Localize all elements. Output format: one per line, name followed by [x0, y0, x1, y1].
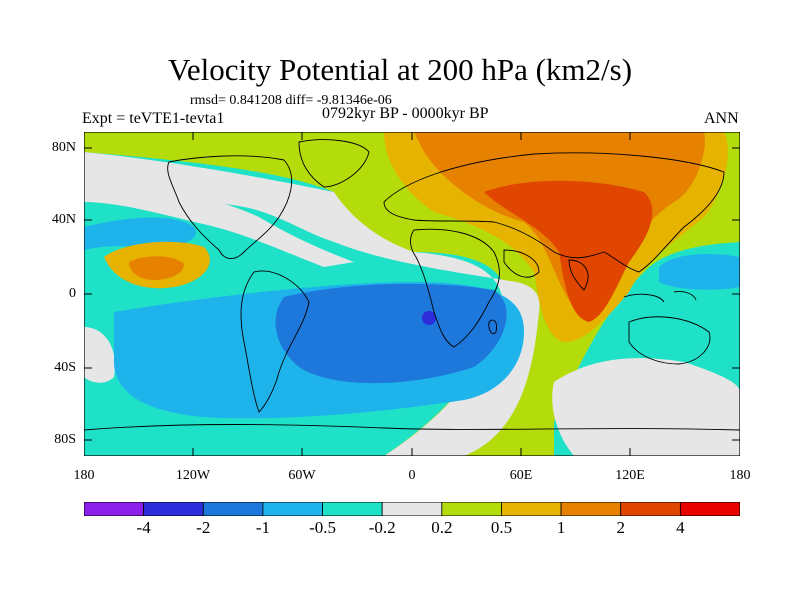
- colorbar-label: 0.5: [490, 518, 513, 537]
- field-band-lightblue: [659, 254, 740, 290]
- period-label: 0792kyr BP - 0000kyr BP: [322, 105, 489, 122]
- lon-label: 60E: [509, 468, 533, 483]
- coastlines: [84, 139, 740, 431]
- field-band-darkorange: [484, 180, 653, 322]
- colorbar-label: -0.2: [368, 518, 396, 537]
- colorbar-label: -0.5: [309, 518, 336, 537]
- stats-text: rmsd= 0.841208 diff= -9.81346e-06: [190, 93, 392, 108]
- field-minimum: [422, 311, 436, 325]
- colorbar-label: 0.2: [431, 518, 453, 537]
- colorbar-cell: [143, 502, 204, 516]
- field-band-neutral: [552, 358, 740, 456]
- colorbar: [84, 502, 740, 516]
- lon-label: 180: [729, 468, 751, 483]
- lon-label: 120E: [615, 468, 645, 483]
- field-band-neutral: [84, 172, 354, 267]
- colorbar-label: 2: [616, 518, 625, 537]
- lon-label: 180: [73, 468, 95, 483]
- colorbar-cell: [441, 502, 502, 516]
- plot-title: Velocity Potential at 200 hPa (km2/s): [167, 52, 633, 87]
- colorbar-cell: [202, 502, 264, 516]
- lat-label: 80N: [51, 140, 76, 155]
- contour-map: [84, 132, 740, 456]
- lat-label: 40S: [54, 360, 76, 375]
- lat-label: 80S: [54, 432, 76, 447]
- lat-label: 0: [69, 286, 76, 301]
- colorbar-label: -4: [136, 518, 151, 537]
- field-band-orange: [129, 256, 184, 280]
- colorbar-cell: [262, 502, 323, 516]
- colorbar-cell: [560, 502, 622, 516]
- lon-label: 120W: [175, 468, 211, 483]
- field-band-neutral: [84, 327, 115, 383]
- lat-label: 40N: [51, 212, 76, 227]
- colorbar-cell: [381, 502, 443, 516]
- colorbar-cell: [679, 502, 740, 516]
- season-label: ANN: [704, 110, 739, 127]
- field-band-blue: [275, 283, 507, 384]
- colorbar-cell: [501, 502, 562, 516]
- axis-ticks: [84, 132, 740, 456]
- lon-label: 60W: [288, 468, 316, 483]
- experiment-label: Expt = teVTE1-tevta1: [82, 110, 225, 127]
- colorbar-cell: [620, 502, 681, 516]
- colorbar-label: 1: [556, 518, 566, 537]
- colorbar-cell: [84, 502, 145, 516]
- colorbar-label: -2: [196, 518, 211, 537]
- colorbar-label: 4: [676, 518, 685, 537]
- colorbar-label: -1: [255, 518, 270, 537]
- colorbar-cell: [322, 502, 383, 516]
- lon-label: 0: [408, 468, 416, 483]
